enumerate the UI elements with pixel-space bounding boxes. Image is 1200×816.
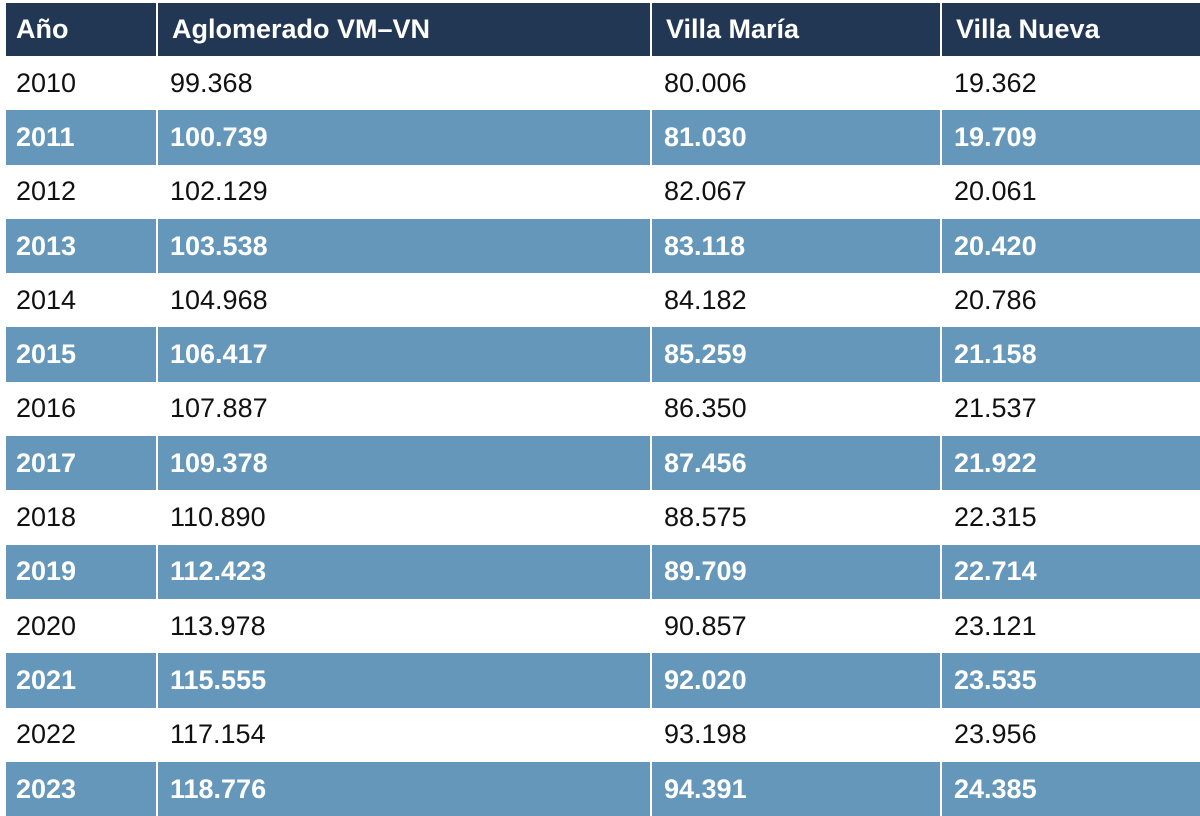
aglomerado-cell: 107.887 (156, 381, 650, 437)
villa-maria-cell: 87.456 (650, 436, 940, 491)
villa-maria-cell: 92.020 (650, 653, 940, 708)
table-body: 2010 99.368 80.006 19.362 2011 100.739 81.030 1… (6, 56, 1200, 816)
villa-nueva-cell: 21.158 (940, 327, 1200, 382)
table-row: 2011 100.739 81.030 19.709 (6, 110, 1200, 165)
year-cell: 2011 (6, 110, 156, 165)
villa-nueva-cell: 19.362 (940, 56, 1200, 111)
year-cell: 2019 (6, 544, 156, 599)
table-row: 2019 112.423 89.709 22.714 (6, 544, 1200, 599)
table-row: 2014 104.968 84.182 20.786 (6, 273, 1200, 328)
villa-maria-cell: 81.030 (650, 110, 940, 165)
year-cell: 2021 (6, 653, 156, 708)
table-row: 2017 109.378 87.456 21.922 (6, 436, 1200, 491)
table-row: 2016 107.887 86.350 21.537 (6, 381, 1200, 437)
year-cell: 2016 (6, 381, 156, 437)
year-cell: 2012 (6, 164, 156, 219)
aglomerado-cell: 103.538 (156, 218, 650, 274)
villa-nueva-cell: 22.315 (940, 490, 1200, 545)
villa-maria-cell: 90.857 (650, 598, 940, 654)
table-row: 2010 99.368 80.006 19.362 (6, 56, 1200, 111)
table-row: 2018 110.890 88.575 22.315 (6, 490, 1200, 545)
aglomerado-cell: 112.423 (156, 544, 650, 599)
villa-nueva-cell: 23.956 (940, 707, 1200, 762)
villa-maria-cell: 88.575 (650, 490, 940, 545)
aglomerado-cell: 104.968 (156, 273, 650, 328)
year-cell: 2010 (6, 56, 156, 111)
aglomerado-cell: 106.417 (156, 327, 650, 382)
villa-maria-cell: 89.709 (650, 544, 940, 599)
aglomerado-cell: 110.890 (156, 490, 650, 545)
villa-nueva-cell: 21.537 (940, 381, 1200, 437)
villa-nueva-cell: 20.061 (940, 164, 1200, 219)
table-row: 2023 118.776 94.391 24.385 (6, 761, 1200, 816)
aglomerado-cell: 109.378 (156, 436, 650, 491)
villa-maria-cell: 83.118 (650, 218, 940, 274)
aglomerado-cell: 115.555 (156, 653, 650, 708)
year-cell: 2018 (6, 490, 156, 545)
villa-nueva-cell: 23.121 (940, 598, 1200, 654)
data-table-container: Año Aglomerado VM–VN Villa María Villa N… (6, 3, 1200, 816)
table-row: 2013 103.538 83.118 20.420 (6, 218, 1200, 274)
year-cell: 2022 (6, 707, 156, 762)
villa-nueva-cell: 22.714 (940, 544, 1200, 599)
villa-nueva-cell: 20.786 (940, 273, 1200, 328)
aglomerado-cell: 117.154 (156, 707, 650, 762)
villa-maria-cell: 85.259 (650, 327, 940, 382)
population-table: Año Aglomerado VM–VN Villa María Villa N… (6, 3, 1200, 816)
villa-maria-cell: 93.198 (650, 707, 940, 762)
year-cell: 2013 (6, 218, 156, 274)
column-header-year[interactable]: Año (6, 3, 156, 56)
column-header-aglomerado[interactable]: Aglomerado VM–VN (156, 3, 650, 56)
villa-nueva-cell: 24.385 (940, 761, 1200, 816)
aglomerado-cell: 113.978 (156, 598, 650, 654)
year-cell: 2023 (6, 761, 156, 816)
villa-nueva-cell: 23.535 (940, 653, 1200, 708)
villa-maria-cell: 86.350 (650, 381, 940, 437)
villa-maria-cell: 94.391 (650, 761, 940, 816)
villa-maria-cell: 80.006 (650, 56, 940, 111)
table-row: 2020 113.978 90.857 23.121 (6, 598, 1200, 654)
villa-nueva-cell: 20.420 (940, 218, 1200, 274)
villa-maria-cell: 82.067 (650, 164, 940, 219)
column-header-villa-maria[interactable]: Villa María (650, 3, 940, 56)
aglomerado-cell: 100.739 (156, 110, 650, 165)
table-row: 2022 117.154 93.198 23.956 (6, 707, 1200, 762)
year-cell: 2014 (6, 273, 156, 328)
table-row: 2021 115.555 92.020 23.535 (6, 653, 1200, 708)
header-row: Año Aglomerado VM–VN Villa María Villa N… (6, 3, 1200, 56)
aglomerado-cell: 118.776 (156, 761, 650, 816)
aglomerado-cell: 99.368 (156, 56, 650, 111)
villa-nueva-cell: 19.709 (940, 110, 1200, 165)
table-row: 2015 106.417 85.259 21.158 (6, 327, 1200, 382)
year-cell: 2015 (6, 327, 156, 382)
year-cell: 2020 (6, 598, 156, 654)
villa-maria-cell: 84.182 (650, 273, 940, 328)
aglomerado-cell: 102.129 (156, 164, 650, 219)
year-cell: 2017 (6, 436, 156, 491)
villa-nueva-cell: 21.922 (940, 436, 1200, 491)
table-row: 2012 102.129 82.067 20.061 (6, 164, 1200, 219)
column-header-villa-nueva[interactable]: Villa Nueva (940, 3, 1200, 56)
